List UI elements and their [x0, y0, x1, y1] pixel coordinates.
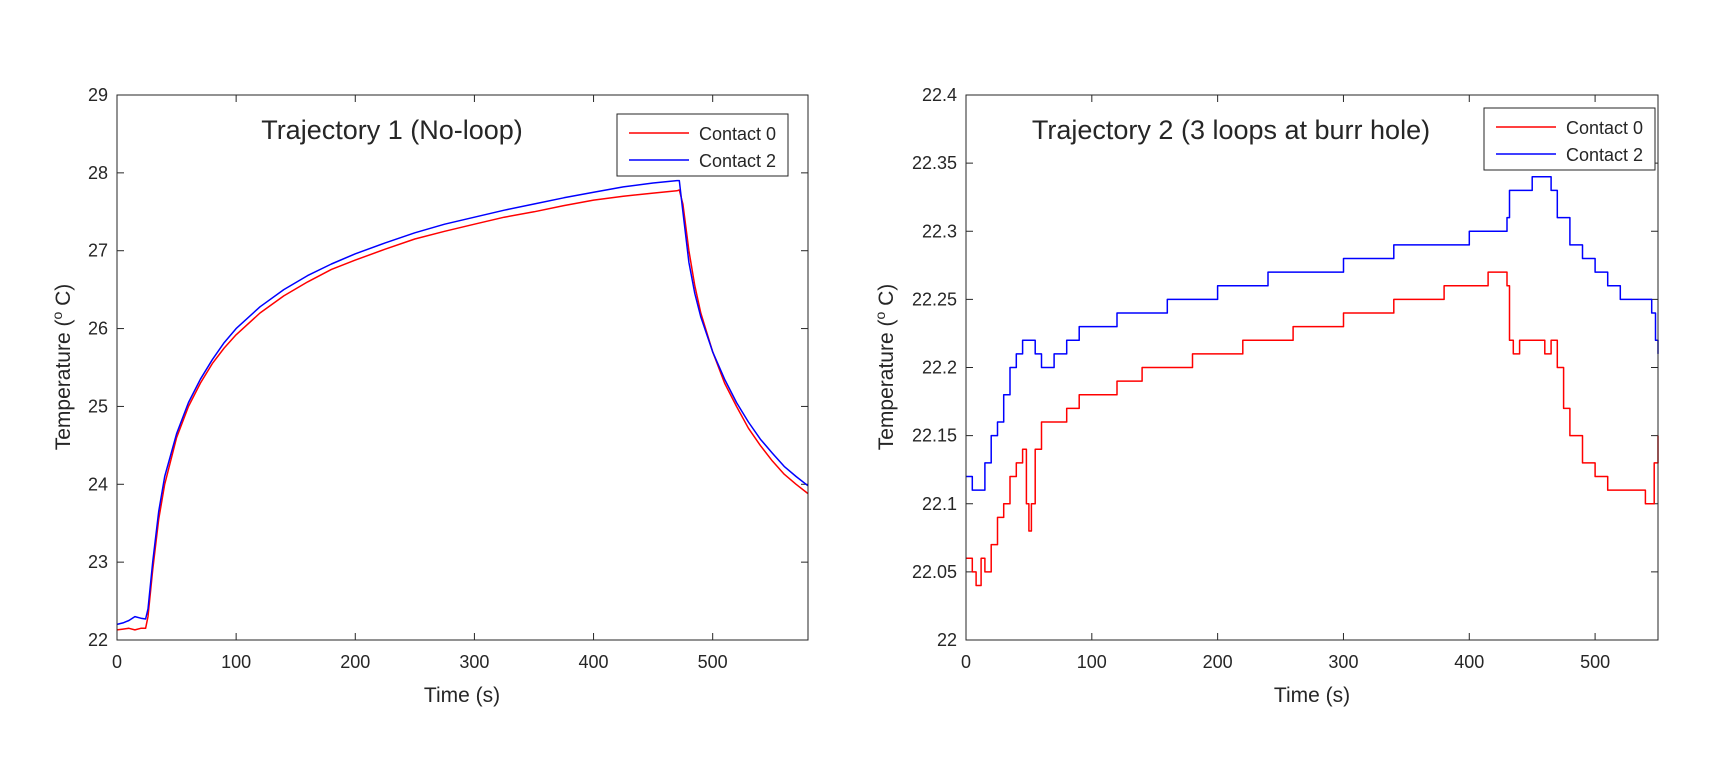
series-line-contact-0 [116, 189, 809, 631]
y-axis-label-sup: o [49, 312, 65, 320]
x-tick-label: 300 [459, 652, 489, 672]
x-axis-label: Time (s) [424, 684, 500, 707]
x-tick-label: 100 [221, 652, 251, 672]
y-tick-labels: 22 22.05 22.1 22.15 22.2 22.25 22.3 22.35 22.4 [912, 85, 957, 650]
legend-box [1483, 107, 1656, 171]
legend-label-contact-0: Contact 0 [699, 124, 776, 144]
y-tick-label: 26 [88, 319, 108, 339]
series-group [966, 175, 1659, 587]
y-axis-label-sup: o [872, 312, 888, 320]
series-line-contact-2 [116, 179, 809, 626]
series-group [116, 179, 809, 631]
y-tick-label: 22.25 [912, 289, 957, 309]
y-tick-label: 23 [88, 552, 108, 572]
x-tick-label: 200 [1203, 652, 1233, 672]
legend: Contact 0 Contact 2 [616, 113, 789, 177]
legend: Contact 0 Contact 2 [1483, 107, 1656, 171]
y-tick-label: 27 [88, 241, 108, 261]
x-tick-label: 0 [112, 652, 122, 672]
y-tick-label: 22.05 [912, 562, 957, 582]
x-tick-label: 300 [1328, 652, 1358, 672]
legend-box [616, 113, 789, 177]
x-tick-label: 100 [1077, 652, 1107, 672]
x-axis-label: Time (s) [1274, 684, 1350, 707]
y-tick-label: 29 [88, 85, 108, 105]
y-tick-label: 22.2 [922, 358, 957, 378]
series-line-contact-0 [966, 271, 1659, 587]
y-tick-label: 22.3 [922, 221, 957, 241]
chart-title: Trajectory 1 (No-loop) [261, 115, 523, 145]
y-tick-label: 22 [937, 630, 957, 650]
y-tick-label: 22.4 [922, 85, 957, 105]
y-tick-label: 22.1 [922, 494, 957, 514]
y-tick-label: 22.35 [912, 153, 957, 173]
y-axis-label-tail: C) [52, 284, 75, 312]
plot-area [966, 95, 1658, 640]
x-tick-label: 500 [698, 652, 728, 672]
x-tick-labels: 0 100 200 300 400 500 [961, 652, 1610, 672]
y-axis-label-tail: C) [875, 284, 898, 312]
x-tick-label: 400 [1454, 652, 1484, 672]
x-tick-label: 500 [1580, 652, 1610, 672]
y-tick-label: 22.15 [912, 426, 957, 446]
y-tick-label: 25 [88, 396, 108, 416]
x-tick-label: 0 [961, 652, 971, 672]
y-tick-labels: 22 23 24 25 26 27 28 29 [88, 85, 108, 650]
y-axis-label-main: Temperature ( [52, 320, 75, 451]
y-axis-label: Temperature (o C) [49, 284, 75, 451]
chart-trajectory-2: 22 22.05 22.1 22.15 22.2 22.25 22.3 22.35 22.4 0… [872, 85, 1659, 707]
plot-frame [116, 94, 809, 641]
chart-title: Trajectory 2 (3 loops at burr hole) [1032, 115, 1430, 145]
y-tick-label: 22 [88, 630, 108, 650]
x-tick-label: 200 [340, 652, 370, 672]
x-tick-label: 400 [579, 652, 609, 672]
legend-label-contact-2: Contact 2 [1566, 145, 1643, 165]
y-tick-label: 24 [88, 474, 108, 494]
series-line-contact-2 [966, 175, 1659, 491]
plot-area [117, 95, 808, 640]
x-tick-labels: 0 100 200 300 400 500 [112, 652, 728, 672]
y-axis-label-main: Temperature ( [875, 320, 898, 451]
legend-label-contact-2: Contact 2 [699, 151, 776, 171]
legend-label-contact-0: Contact 0 [1566, 118, 1643, 138]
y-axis-label: Temperature (o C) [872, 284, 898, 451]
chart-trajectory-1: 22 23 24 25 26 27 28 29 0 100 200 300 400 500 Trajec… [49, 85, 809, 707]
y-tick-label: 28 [88, 163, 108, 183]
plot-frame [965, 94, 1659, 641]
